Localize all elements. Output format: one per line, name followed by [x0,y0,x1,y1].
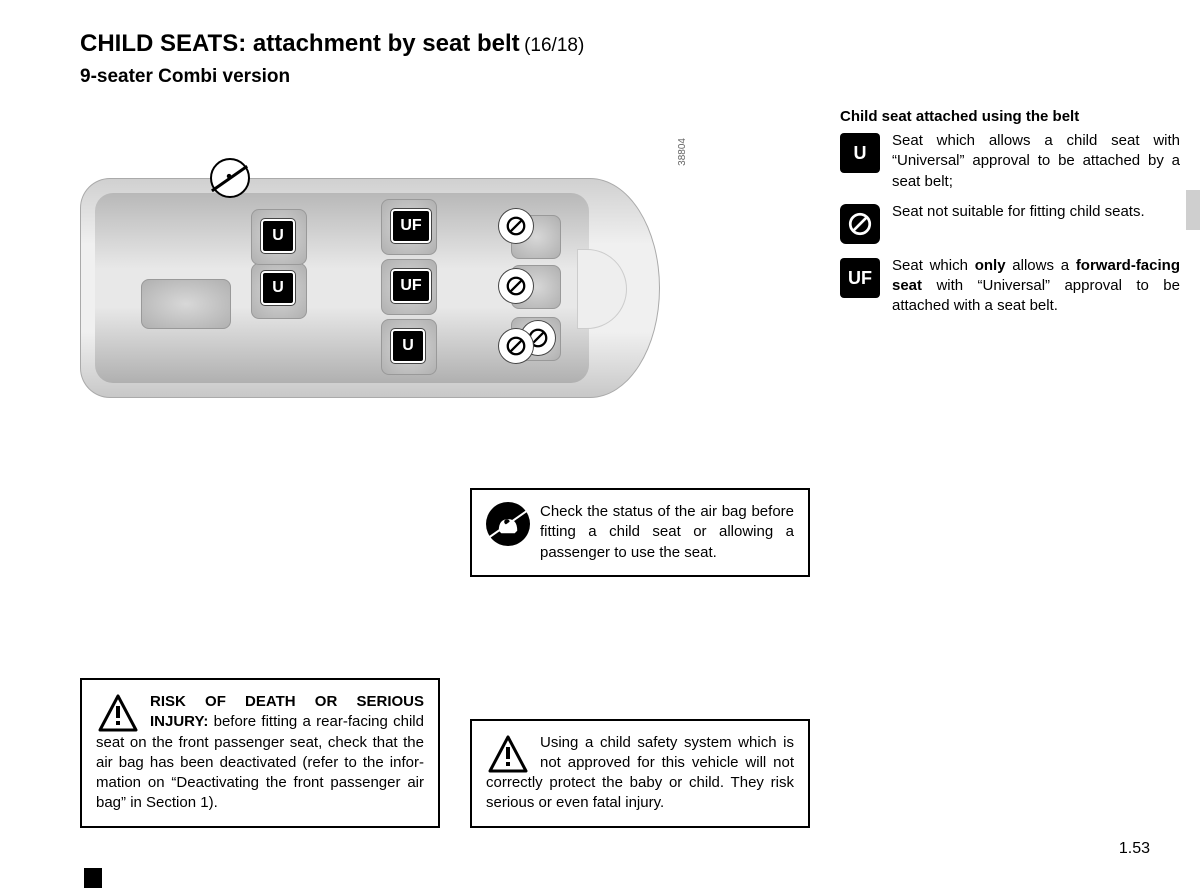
legend-uf-pre: Seat which [892,257,975,274]
legend-uf-mid: allows a [1006,257,1076,274]
title-sub: (16/18) [524,35,584,56]
legend-uf-only: only [975,257,1006,274]
legend-u: U Seat which allows a child seat with “U… [840,131,1180,192]
warning-system: Using a child safety system which is not… [470,719,810,828]
legend-uf-mark: UF [840,258,880,298]
marker-r3-mid [499,269,533,303]
legend-title: Child seat attached using the belt [840,108,1180,125]
warning-airbag-text: Check the status of the air bag before f… [540,503,794,561]
page-number: 1.53 [1119,840,1150,858]
van-outline: U U UF UF U [80,178,660,398]
warning-system-text: Using a child safety system which is not… [486,734,794,812]
subtitle: 9-seater Combi version [80,66,1160,88]
warning-triangle-icon [96,692,140,732]
diagram-id: 38804 [677,138,688,166]
marker-front-mid: U [261,271,295,305]
legend-u-text: Seat which allows a child seat with “Uni… [892,132,1180,190]
van-front [577,249,627,329]
marker-r3-bot [499,329,533,363]
airbag-check-icon [486,502,530,546]
page-thumb-tab [1186,190,1200,230]
legend-uf-post: with “Universal” approval to be attached… [892,277,1180,314]
legend-ns-text: Seat not suitable for fitting child seat… [892,203,1145,220]
legend-ns: Seat not suitable for fitting child seat… [840,202,1180,246]
marker-r2-bot: U [391,329,425,363]
seat-rear-bench [141,279,231,329]
warning-death: RISK OF DEATH OR SERIOUS INJURY: before … [80,678,440,828]
column-left: 38804 U U UF UF [80,108,440,828]
marker-front-top: U [261,219,295,253]
warning-airbag: Check the status of the air bag before f… [470,488,810,577]
marker-r3-top [499,209,533,243]
bottom-tab [84,868,102,888]
warning-triangle-icon [486,733,530,773]
legend-u-mark: U [840,133,880,173]
title-main: CHILD SEATS: attachment by seat belt [80,30,520,57]
airbag-crossed-icon [210,158,250,198]
legend-ns-mark [840,204,880,244]
warning-death-text: before fitting a rear-facing child seat … [96,713,424,811]
marker-r2-mid: UF [391,269,431,303]
legend-uf: UF Seat which only allows a for­ward-fac… [840,256,1180,317]
column-right: Child seat attached using the belt U Sea… [840,108,1180,828]
marker-r2-top: UF [391,209,431,243]
page-title: CHILD SEATS: attachment by seat belt (16… [80,30,1160,58]
vehicle-diagram: 38804 U U UF UF [80,138,670,438]
